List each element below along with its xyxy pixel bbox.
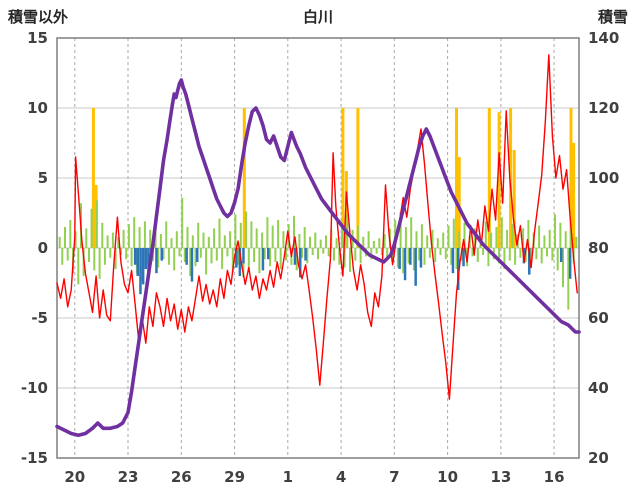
svg-text:60: 60 — [588, 309, 609, 327]
svg-text:26: 26 — [171, 468, 192, 486]
svg-text:13: 13 — [490, 468, 511, 486]
svg-text:-5: -5 — [31, 309, 48, 327]
svg-text:29: 29 — [224, 468, 245, 486]
chart-title: 白川 — [302, 8, 333, 26]
svg-text:4: 4 — [336, 468, 346, 486]
left-axis-title: 積雪以外 — [8, 8, 69, 26]
svg-text:20: 20 — [64, 468, 85, 486]
svg-text:10: 10 — [27, 99, 48, 117]
svg-text:-10: -10 — [21, 379, 48, 397]
svg-text:140: 140 — [588, 29, 619, 47]
svg-text:120: 120 — [588, 99, 619, 117]
svg-text:40: 40 — [588, 379, 609, 397]
svg-text:80: 80 — [588, 239, 609, 257]
svg-text:16: 16 — [544, 468, 565, 486]
svg-text:23: 23 — [118, 468, 139, 486]
svg-text:15: 15 — [27, 29, 48, 47]
svg-text:0: 0 — [38, 239, 48, 257]
svg-text:1: 1 — [283, 468, 293, 486]
right-axis-title: 積雪 — [597, 8, 628, 26]
svg-text:20: 20 — [588, 449, 609, 467]
svg-text:100: 100 — [588, 169, 619, 187]
svg-text:10: 10 — [437, 468, 458, 486]
svg-text:-15: -15 — [21, 449, 48, 467]
svg-text:5: 5 — [38, 169, 48, 187]
svg-text:7: 7 — [389, 468, 399, 486]
